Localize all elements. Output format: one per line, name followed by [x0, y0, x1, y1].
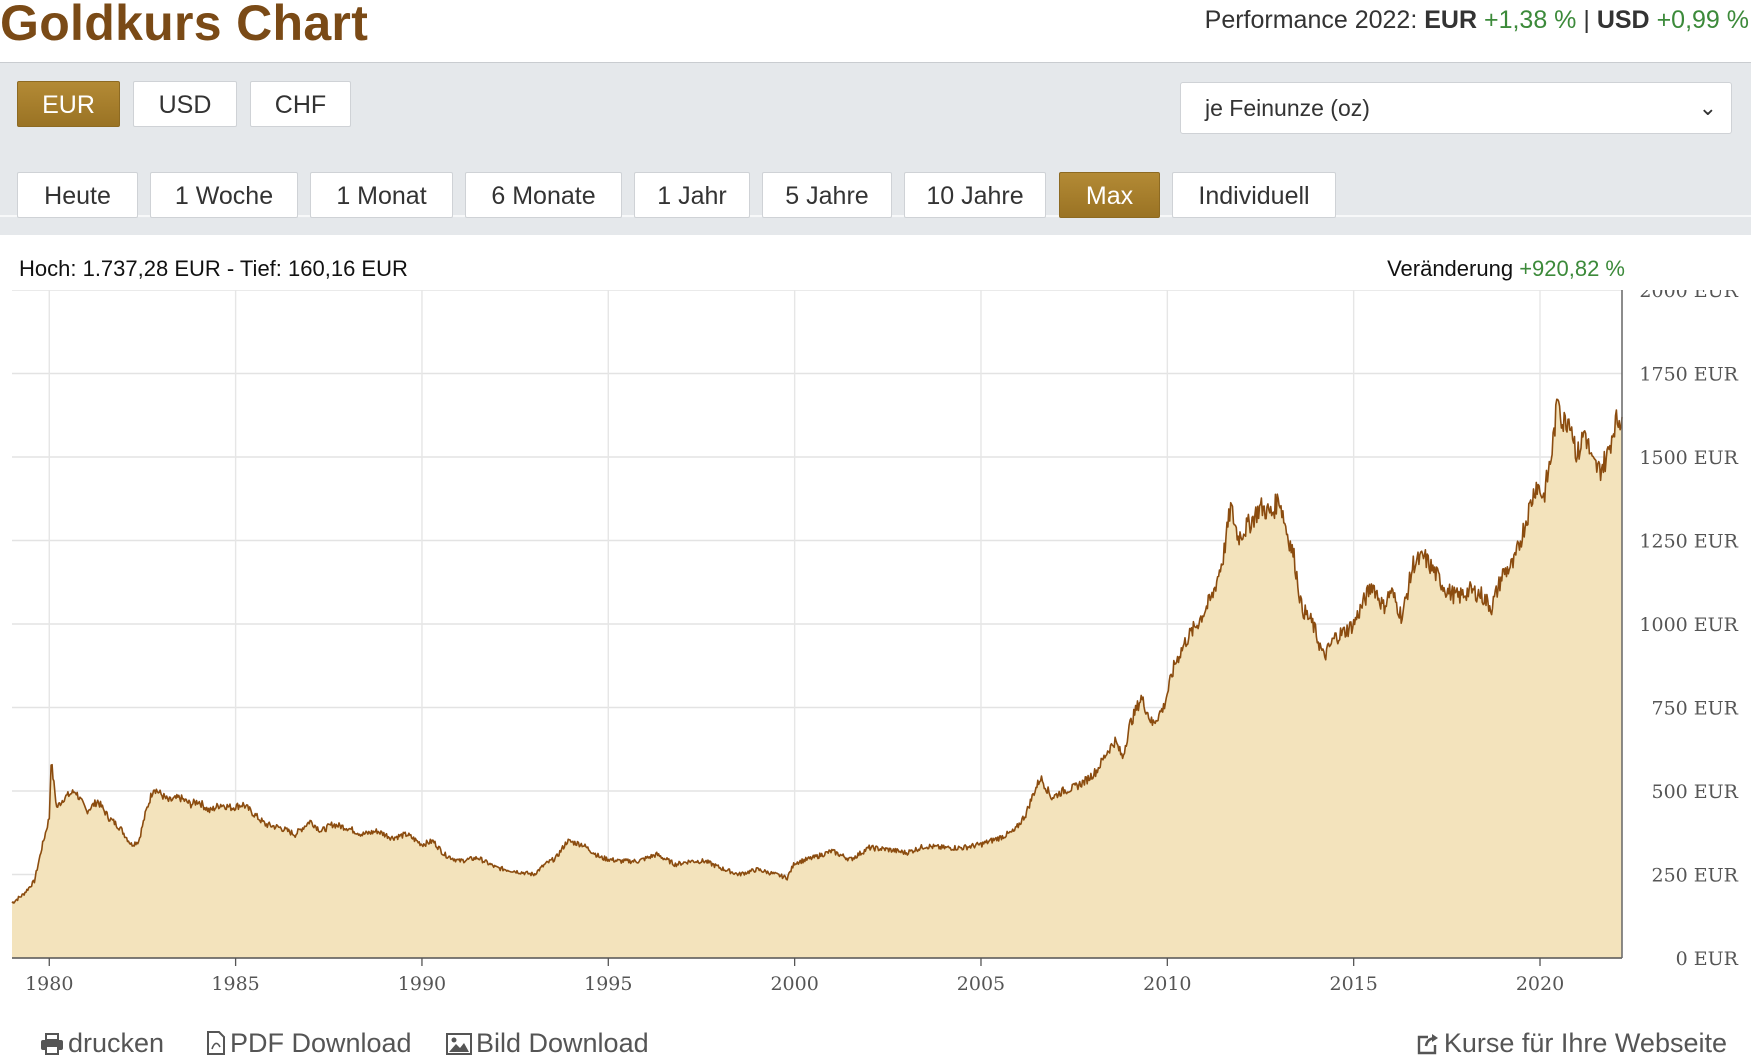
pdf-file-icon	[207, 1031, 225, 1055]
unit-select[interactable]: je Feinunze (oz) ⌄	[1180, 82, 1732, 134]
share-icon	[1417, 1034, 1438, 1055]
image-download-label: Bild Download	[476, 1028, 649, 1058]
price-area	[12, 399, 1622, 958]
y-tick-label: 2000 EUR	[1639, 290, 1738, 302]
eur-performance: +1,38 %	[1483, 6, 1577, 34]
y-tick-label: 0 EUR	[1676, 948, 1739, 970]
currency-chf-button[interactable]: CHF	[250, 81, 351, 127]
y-tick-label: 500 EUR	[1652, 781, 1739, 803]
price-line	[11, 398, 1623, 904]
performance-label: Performance 2022:	[1204, 6, 1418, 34]
embed-rates-link[interactable]: Kurse für Ihre Webseite	[1416, 1028, 1727, 1059]
x-tick-label: 1990	[398, 973, 446, 995]
range-individuell-button[interactable]: Individuell	[1172, 172, 1336, 218]
print-label: drucken	[68, 1028, 165, 1058]
pdf-download-label: PDF Download	[230, 1028, 412, 1058]
x-tick-label: 2000	[770, 973, 818, 995]
unit-select-value: je Feinunze (oz)	[1205, 95, 1370, 121]
usd-label: USD	[1596, 6, 1650, 34]
x-tick-label: 2020	[1516, 973, 1564, 995]
y-tick-label: 1500 EUR	[1639, 447, 1738, 469]
x-tick-label: 2010	[1143, 973, 1191, 995]
x-tick-label: 1985	[211, 973, 259, 995]
change-value: +920,82 %	[1519, 256, 1625, 281]
y-tick-label: 1000 EUR	[1639, 614, 1738, 636]
print-link[interactable]: drucken	[40, 1028, 164, 1059]
chevron-down-icon: ⌄	[1698, 95, 1717, 120]
gold-price-chart[interactable]: 0 EUR 250 EUR 500 EUR 750 EUR 1000 EUR 1250 E…	[0, 290, 1751, 1010]
range-10-jahre-button[interactable]: 10 Jahre	[904, 172, 1046, 218]
range-6-monate-button[interactable]: 6 Monate	[465, 172, 622, 218]
printer-icon	[41, 1033, 63, 1055]
currency-eur-button[interactable]: EUR	[17, 81, 120, 127]
embed-rates-label: Kurse für Ihre Webseite	[1443, 1028, 1727, 1058]
image-download-link[interactable]: Bild Download	[446, 1028, 649, 1059]
range-1-woche-button[interactable]: 1 Woche	[150, 172, 298, 218]
currency-usd-button[interactable]: USD	[133, 81, 237, 127]
range-max-button[interactable]: Max	[1059, 172, 1160, 218]
change-stats: Veränderung +920,82 %	[1387, 256, 1625, 282]
pdf-download-link[interactable]: PDF Download	[206, 1028, 412, 1059]
image-icon	[446, 1033, 472, 1055]
x-tick-label: 1995	[584, 973, 632, 995]
y-tick-label: 250 EUR	[1652, 865, 1739, 887]
y-tick-label: 1250 EUR	[1639, 531, 1738, 553]
range-1-monat-button[interactable]: 1 Monat	[310, 172, 453, 218]
performance-summary: Performance 2022: EUR +1,38 % | USD +0,9…	[1205, 6, 1749, 35]
change-label: Veränderung	[1387, 256, 1514, 281]
separator: |	[1583, 6, 1590, 34]
y-tick-label: 750 EUR	[1652, 698, 1739, 720]
y-tick-label: 1750 EUR	[1639, 364, 1738, 386]
usd-performance: +0,99 %	[1656, 6, 1749, 34]
x-tick-label: 1980	[25, 973, 73, 995]
x-tick-label: 2005	[957, 973, 1005, 995]
range-1-jahr-button[interactable]: 1 Jahr	[634, 172, 750, 218]
eur-label: EUR	[1424, 6, 1478, 34]
range-heute-button[interactable]: Heute	[17, 172, 138, 218]
range-5-jahre-button[interactable]: 5 Jahre	[762, 172, 892, 218]
page-title: Goldkurs Chart	[0, 0, 369, 51]
x-tick-label: 2015	[1329, 973, 1377, 995]
high-low-stats: Hoch: 1.737,28 EUR - Tief: 160,16 EUR	[19, 256, 408, 281]
